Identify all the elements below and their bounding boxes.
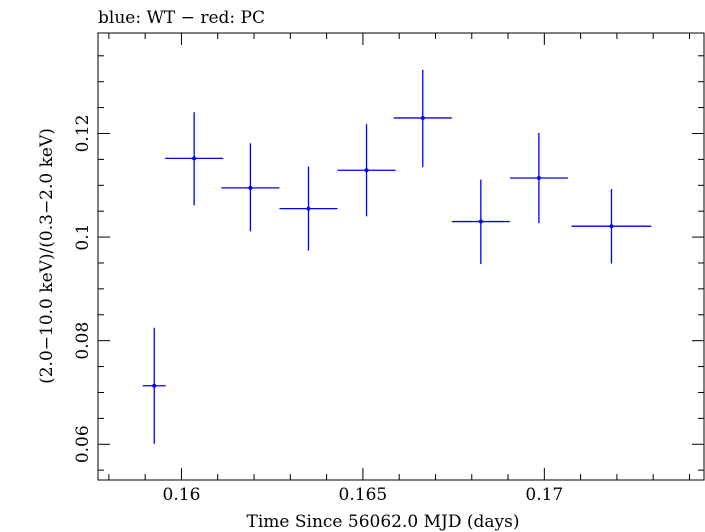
y-axis-label: (2.0−10.0 keV)/(0.3−2.0 keV) [37, 128, 57, 384]
data-point [279, 166, 338, 251]
data-point [451, 179, 510, 265]
point-marker [248, 185, 253, 190]
x-tick-labels: 0.16 0.165 0.17 [163, 485, 564, 505]
chart-title: blue: WT − red: PC [98, 8, 265, 28]
data-point [509, 132, 568, 224]
data-point [571, 188, 652, 264]
x-tick-label: 0.17 [525, 485, 563, 505]
x-tick-label: 0.165 [339, 485, 388, 505]
y-tick-label: 0.06 [73, 425, 93, 463]
axis-ticks [98, 33, 704, 480]
point-marker [364, 168, 369, 173]
x-tick-label: 0.16 [163, 485, 201, 505]
data-point [165, 112, 224, 206]
data-point [337, 124, 396, 217]
data-point [142, 327, 166, 444]
point-marker [192, 156, 197, 161]
plot-frame [97, 32, 705, 481]
point-marker [536, 176, 541, 181]
point-marker [478, 219, 483, 224]
y-tick-label: 0.1 [73, 224, 93, 251]
data-point [393, 69, 452, 168]
y-tick-label: 0.12 [73, 115, 93, 153]
data-series [142, 69, 652, 444]
y-tick-label: 0.08 [73, 322, 93, 360]
data-point [221, 143, 280, 232]
y-tick-labels: 0.06 0.08 0.1 0.12 [73, 115, 93, 464]
point-marker [609, 224, 614, 229]
point-marker [152, 383, 157, 388]
x-axis-label: Time Since 56062.0 MJD (days) [247, 512, 520, 532]
point-marker [306, 206, 311, 211]
point-marker [420, 115, 425, 120]
